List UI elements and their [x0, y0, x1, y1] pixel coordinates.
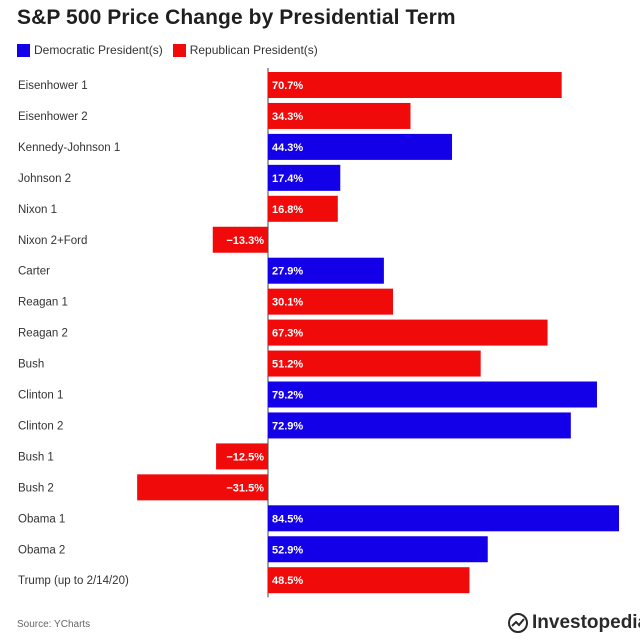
- bar: [268, 133, 453, 160]
- data-label: 34.3%: [272, 111, 303, 123]
- legend: Democratic President(s) Republican Presi…: [17, 42, 328, 58]
- data-label: 70.7%: [272, 80, 303, 92]
- data-label: −12.5%: [226, 451, 264, 463]
- data-label: −31.5%: [226, 482, 264, 494]
- bar: [268, 505, 619, 532]
- data-label: 67.3%: [272, 328, 303, 340]
- data-label: 27.9%: [272, 266, 303, 278]
- data-label: 44.3%: [272, 142, 303, 154]
- category-label: Trump (up to 2/14/20): [18, 575, 129, 587]
- bar: [268, 288, 394, 315]
- brand-name: Investopedia: [532, 612, 640, 633]
- brand-logo: Investopedia: [508, 612, 640, 634]
- category-label: Nixon 1: [18, 204, 57, 216]
- category-label: Obama 2: [18, 544, 65, 556]
- category-label: Eisenhower 2: [18, 111, 88, 123]
- bar: [268, 195, 338, 222]
- category-label: Nixon 2+Ford: [18, 235, 87, 247]
- data-label: 84.5%: [272, 513, 303, 525]
- legend-swatch-democratic: [17, 43, 30, 57]
- bar: [268, 350, 481, 377]
- bar: [268, 567, 470, 594]
- bar: [268, 319, 548, 346]
- legend-item-democratic: Democratic President(s): [17, 43, 163, 57]
- data-label: 16.8%: [272, 204, 303, 216]
- category-label: Johnson 2: [18, 173, 71, 185]
- category-label: Bush: [18, 359, 44, 371]
- chart-title: S&P 500 Price Change by Presidential Ter…: [17, 6, 456, 29]
- bar: [212, 226, 268, 253]
- bar: [216, 443, 268, 470]
- category-label: Kennedy-Johnson 1: [18, 142, 120, 154]
- bar: [268, 536, 488, 563]
- data-label: 52.9%: [272, 544, 303, 556]
- category-label: Bush 1: [18, 451, 54, 463]
- legend-label-democratic: Democratic President(s): [34, 43, 163, 57]
- data-label: 51.2%: [272, 359, 303, 371]
- category-label: Obama 1: [18, 513, 65, 525]
- category-label: Reagan 2: [18, 328, 68, 340]
- category-label: Carter: [18, 266, 50, 278]
- category-label: Clinton 1: [18, 390, 63, 402]
- category-label: Reagan 1: [18, 297, 68, 309]
- legend-swatch-republican: [172, 43, 186, 57]
- investopedia-logo-icon: [508, 613, 528, 633]
- bar: [268, 72, 562, 98]
- bar: [268, 102, 411, 129]
- legend-item-republican: Republican President(s): [172, 43, 318, 57]
- bar-chart: Eisenhower 1 70.7% Eisenhower 2 34.3% Kenned…: [18, 68, 619, 598]
- legend-label-republican: Republican President(s): [189, 43, 318, 57]
- category-label: Bush 2: [18, 482, 54, 494]
- bar: [268, 257, 384, 284]
- category-label: Clinton 2: [18, 420, 63, 432]
- data-label: 72.9%: [272, 420, 303, 432]
- data-label: 48.5%: [272, 575, 303, 587]
- data-label: −13.3%: [226, 235, 264, 247]
- bar: [268, 164, 341, 191]
- bar: [137, 474, 268, 501]
- data-label: 79.2%: [272, 390, 303, 402]
- data-label: 17.4%: [272, 173, 303, 185]
- bar: [268, 412, 571, 439]
- category-label: Eisenhower 1: [18, 80, 88, 92]
- bar: [268, 381, 597, 408]
- data-label: 30.1%: [272, 297, 303, 309]
- source-note: Source: YCharts: [17, 619, 91, 630]
